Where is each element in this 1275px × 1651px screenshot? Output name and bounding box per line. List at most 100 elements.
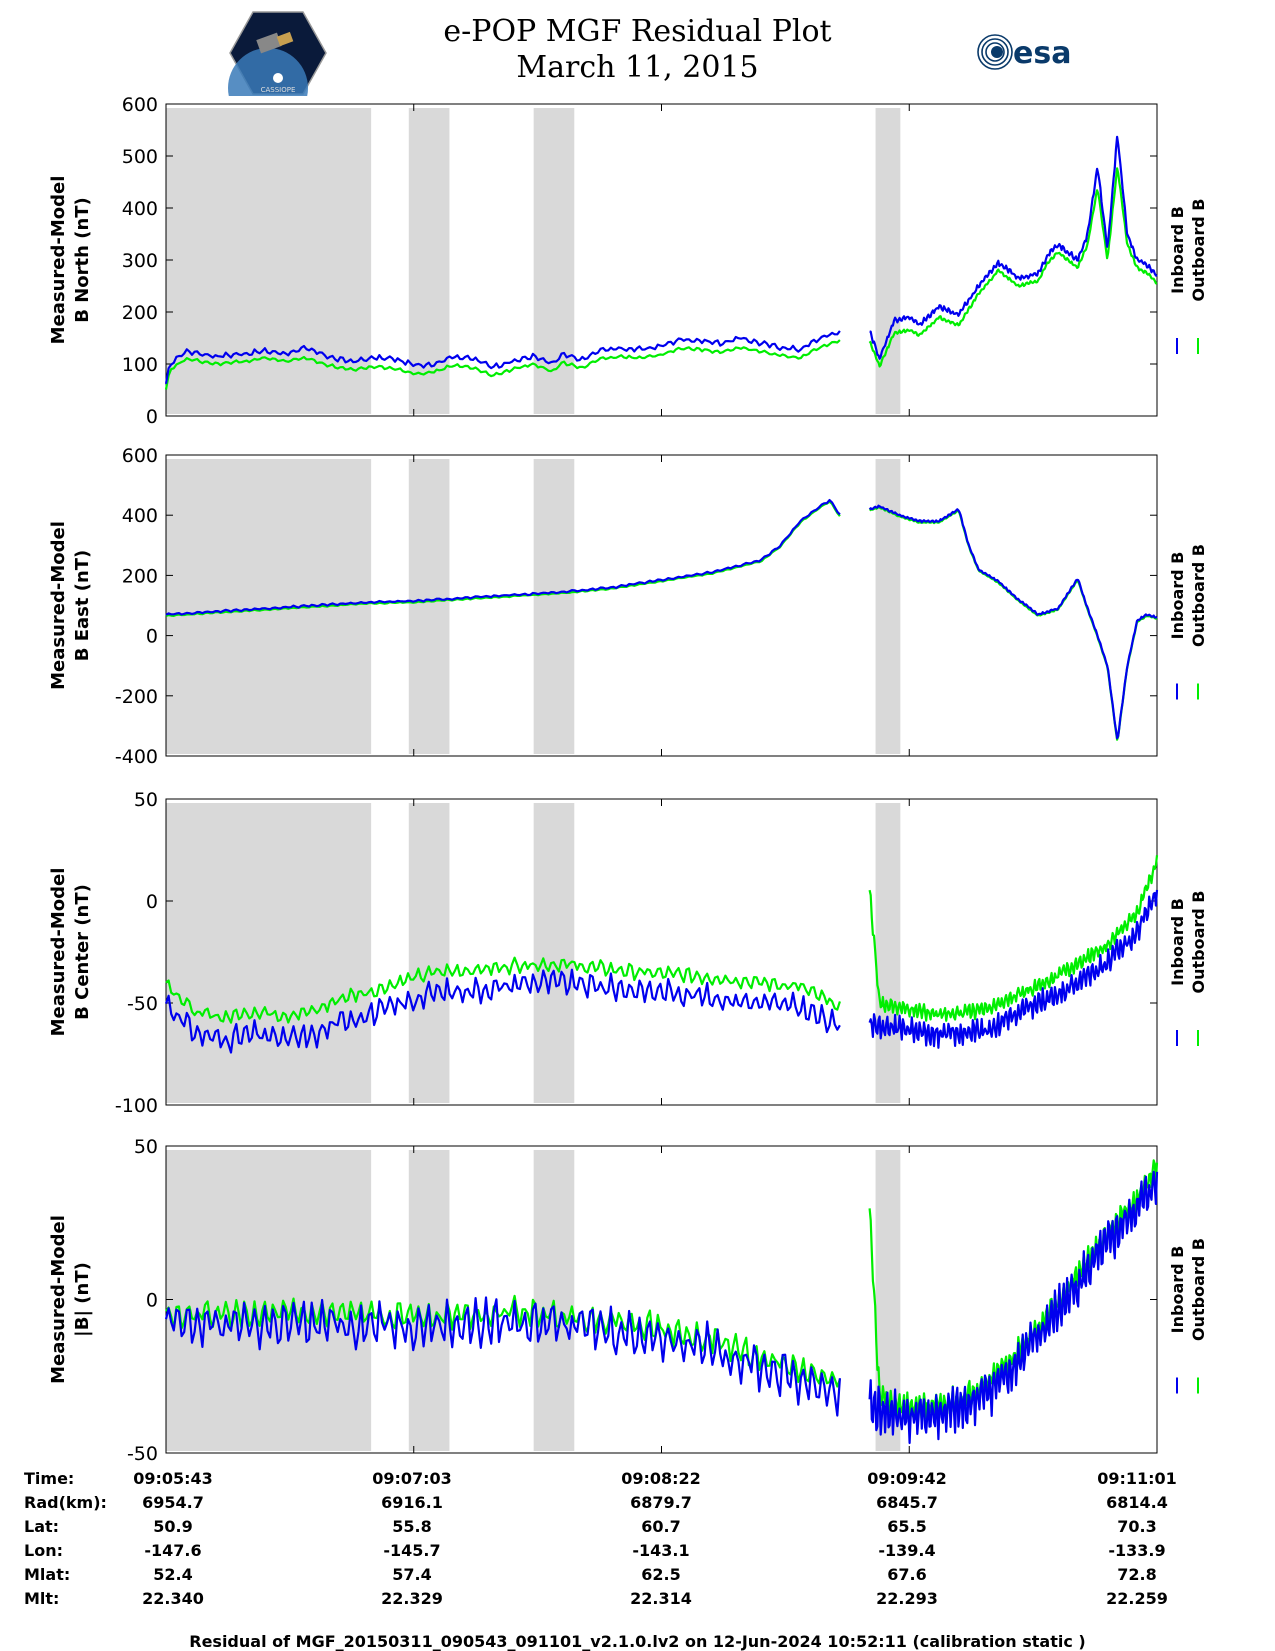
title-line-1: e-POP MGF Residual Plot [443, 14, 832, 49]
outboard-b-line [869, 506, 1158, 741]
outboard-b-line [165, 956, 841, 1024]
y-tick-label: 600 [122, 94, 158, 116]
row-label: Lon: [24, 1541, 63, 1560]
data-gap-shading [408, 459, 450, 754]
y-tick-label: 600 [122, 445, 158, 467]
mlat-value: 57.4 [392, 1565, 432, 1584]
lat-value: 70.3 [1117, 1517, 1157, 1536]
outboard-b-line [164, 339, 841, 390]
lon-value: -139.4 [878, 1541, 936, 1560]
mlt-value: 22.259 [1106, 1589, 1168, 1608]
data-gap-shading [408, 108, 450, 414]
time-value: 09:11:01 [1097, 1469, 1177, 1488]
mlt-value: 22.340 [142, 1589, 204, 1608]
y-tick-label: 0 [146, 626, 158, 648]
rad-value: 6814.4 [1106, 1493, 1168, 1512]
y-tick-label: 200 [122, 565, 158, 587]
inboard-b-line [165, 499, 841, 616]
mlat-value: 52.4 [153, 1565, 193, 1584]
lat-value: 65.5 [887, 1517, 927, 1536]
inboard-b-line [868, 889, 1159, 1049]
mlt-row: Mlt: 22.340 22.329 22.314 22.293 22.259 [0, 1589, 1275, 1613]
data-gap-shading [166, 1150, 372, 1451]
y-tick-label: 0 [146, 406, 158, 428]
lat-value: 60.7 [641, 1517, 681, 1536]
rad-value: 6954.7 [142, 1493, 204, 1512]
svg-text:CASSIOPE: CASSIOPE [261, 86, 296, 94]
outboard-b-line [868, 855, 1159, 1022]
cassiope-logo: CASSIOPE [228, 11, 327, 96]
time-value: 09:05:43 [133, 1469, 213, 1488]
row-label: Time: [24, 1469, 75, 1488]
legend-outboard-label: Outboard B [1189, 544, 1208, 647]
y-tick-label: 100 [122, 354, 158, 376]
row-label: Lat: [24, 1517, 60, 1536]
rad-row: Rad(km): 6954.7 6916.1 6879.7 6845.7 681… [0, 1493, 1275, 1517]
data-gap-shading [166, 803, 372, 1103]
y-tick-label: -50 [127, 1443, 158, 1465]
inboard-b-line [868, 504, 1158, 740]
row-label: Mlat: [24, 1565, 71, 1584]
lat-value: 50.9 [153, 1517, 193, 1536]
y-tick-label: 0 [146, 1290, 158, 1312]
legend-outboard-label: Outboard B [1189, 891, 1208, 994]
legend-inboard-label: Inboard B [1168, 206, 1187, 294]
data-gap-shading [408, 1150, 450, 1451]
y-tick-label: -50 [127, 993, 158, 1015]
svg-text:esa: esa [1013, 36, 1071, 71]
lon-value: -143.1 [632, 1541, 690, 1560]
title-line-2: March 11, 2015 [516, 50, 759, 85]
legend-inboard-label: Inboard B [1168, 898, 1187, 986]
outboard-b-line [868, 1159, 1159, 1424]
data-gap-shading [875, 108, 901, 414]
y-tick-label: 400 [122, 505, 158, 527]
lat-value: 55.8 [392, 1517, 432, 1536]
y-tick-label: 400 [122, 198, 158, 220]
time-value: 09:09:42 [867, 1469, 947, 1488]
mlat-row: Mlat: 52.4 57.4 62.5 67.6 72.8 [0, 1565, 1275, 1589]
y-tick-label: 0 [146, 891, 158, 913]
outboard-b-line [868, 167, 1158, 368]
legend-outboard-label: Outboard B [1189, 1238, 1208, 1341]
rad-value: 6845.7 [876, 1493, 938, 1512]
inboard-b-line [868, 1170, 1159, 1445]
inboard-b-line [164, 1296, 841, 1417]
mlt-value: 22.293 [876, 1589, 938, 1608]
rad-value: 6879.7 [630, 1493, 692, 1512]
legend-inboard-label: Inboard B [1168, 1246, 1187, 1334]
footer-caption: Residual of MGF_20150311_090543_091101_v… [189, 1632, 1086, 1651]
legend-outboard-label: Outboard B [1189, 199, 1208, 302]
lat-row: Lat: 50.9 55.8 60.7 65.5 70.3 [0, 1517, 1275, 1541]
time-row: Time: 09:05:43 09:07:03 09:08:22 09:09:4… [0, 1469, 1275, 1493]
y-tick-label: 50 [134, 789, 158, 811]
lon-row: Lon: -147.6 -145.7 -143.1 -139.4 -133.9 [0, 1541, 1275, 1565]
data-gap-shading [875, 459, 901, 754]
esa-logo: esa [977, 34, 1071, 71]
y-axis-label: Measured-Model |B| (nT) [48, 1215, 93, 1384]
mlt-value: 22.314 [630, 1589, 692, 1608]
y-tick-label: 300 [122, 250, 158, 272]
mlat-value: 62.5 [641, 1565, 681, 1584]
y-tick-label: -200 [115, 686, 158, 708]
y-tick-label: -100 [115, 1095, 158, 1117]
lon-value: -147.6 [144, 1541, 202, 1560]
inboard-b-line [164, 330, 841, 384]
y-tick-label: 500 [122, 146, 158, 168]
y-tick-label: -400 [115, 746, 158, 768]
data-gap-shading [408, 803, 450, 1103]
data-gap-shading [533, 108, 575, 414]
outboard-b-line [165, 1294, 841, 1388]
data-gap-shading [166, 459, 372, 754]
lon-value: -133.9 [1108, 1541, 1166, 1560]
mlat-value: 72.8 [1117, 1565, 1157, 1584]
plot-title: e-POP MGF Residual Plot March 11, 2015 [0, 14, 1275, 86]
y-tick-label: 50 [134, 1136, 158, 1158]
row-label: Rad(km): [24, 1493, 107, 1512]
data-gap-shading [533, 803, 575, 1103]
lon-value: -145.7 [383, 1541, 441, 1560]
mlat-value: 67.6 [887, 1565, 927, 1584]
time-value: 09:07:03 [372, 1469, 452, 1488]
row-label: Mlt: [24, 1589, 60, 1608]
mlt-value: 22.329 [381, 1589, 443, 1608]
